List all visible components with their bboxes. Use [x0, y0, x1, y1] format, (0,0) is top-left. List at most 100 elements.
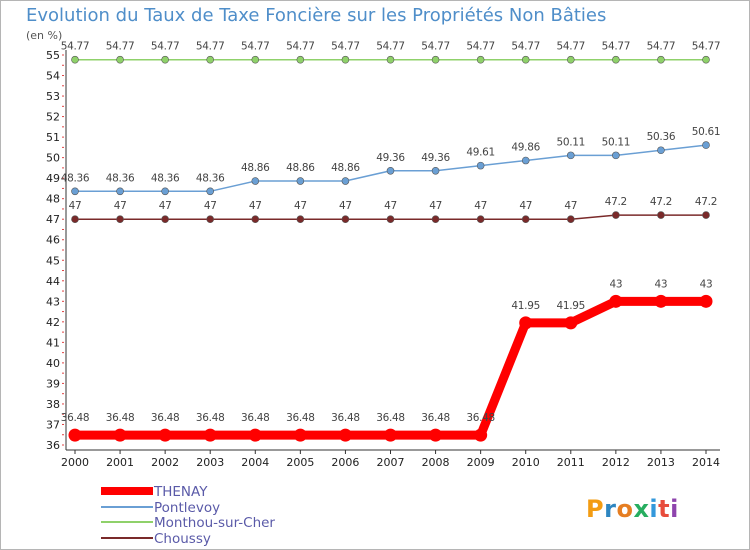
x-tick-label: 2004 [241, 456, 269, 469]
data-label: 47 [474, 200, 487, 212]
data-label: 48.36 [106, 172, 135, 184]
data-labels: 54.77 54.77 54.77 54.77 54.77 54.77 54.77 54.77… [61, 41, 721, 424]
data-point [431, 215, 440, 224]
data-label: 47 [114, 200, 127, 212]
data-point [203, 428, 217, 442]
data-label: 36.48 [151, 412, 180, 424]
data-point [386, 55, 395, 64]
y-tick-label: 55 [46, 49, 60, 62]
data-label: 43 [700, 278, 713, 290]
data-label: 54.77 [61, 41, 90, 53]
data-point [341, 215, 350, 224]
data-point [612, 55, 620, 64]
data-point [116, 187, 124, 196]
data-label: 54.77 [647, 41, 676, 53]
data-point [386, 166, 395, 175]
data-label: 50.11 [557, 136, 586, 148]
x-tick-label: 2008 [422, 456, 450, 469]
data-point [251, 215, 260, 224]
data-point [476, 161, 485, 170]
data-label: 54.77 [286, 41, 315, 53]
y-tick-label: 40 [46, 357, 60, 370]
data-point [206, 215, 215, 224]
y-tick-label: 47 [46, 213, 60, 226]
data-label: 36.48 [421, 412, 450, 424]
data-point [161, 215, 169, 224]
data-label: 54.77 [331, 41, 360, 53]
y-tick-label: 44 [46, 275, 60, 288]
data-point [296, 55, 305, 64]
y-tick-label: 48 [46, 193, 60, 206]
data-point [251, 177, 260, 185]
data-point [113, 428, 127, 442]
legend-entry: Pontlevoy [154, 500, 220, 516]
data-point [609, 294, 623, 308]
data-point [431, 55, 440, 64]
svg-text:Proxiti: Proxiti [586, 495, 679, 523]
y-tick-label: 45 [46, 254, 60, 267]
data-label: 54.77 [511, 41, 540, 53]
data-point [702, 141, 710, 149]
x-tick-label: 2002 [151, 456, 179, 469]
data-label: 49.36 [421, 152, 450, 164]
legend-entry: Monthou-sur-Cher [154, 515, 275, 531]
y-tick-label: 52 [46, 111, 60, 124]
data-label: 48.86 [241, 162, 270, 174]
x-tick-label: 2010 [512, 456, 540, 469]
chart-title: Evolution du Taux de Taxe Foncière sur l… [26, 5, 606, 26]
x-tick-label: 2001 [106, 456, 134, 469]
data-label: 47 [519, 200, 532, 212]
data-label: 47.2 [650, 196, 672, 208]
data-label: 50.36 [647, 131, 676, 143]
data-label: 54.77 [151, 41, 180, 53]
data-point [158, 428, 172, 442]
data-point [702, 55, 710, 64]
data-label: 54.77 [466, 41, 495, 53]
y-tick-label: 53 [46, 90, 60, 103]
data-label: 50.61 [692, 126, 721, 138]
data-label: 47 [69, 200, 82, 212]
data-label: 36.48 [331, 412, 360, 424]
data-point [293, 428, 307, 442]
data-label: 54.77 [421, 41, 450, 53]
data-label: 41.95 [557, 300, 586, 312]
data-point [566, 151, 575, 160]
data-point [338, 428, 352, 442]
data-point [341, 55, 350, 64]
y-axis-label: (en %) [26, 29, 62, 42]
data-point [384, 428, 397, 442]
y-tick-label: 49 [46, 172, 60, 185]
y-tick-label: 38 [46, 398, 60, 411]
data-label: 47 [294, 200, 307, 212]
data-label: 36.48 [241, 412, 270, 424]
x-tick-label: 2011 [557, 456, 585, 469]
y-tick-labels: 36 37 38 39 40 41 42 43 44 45 46 47 48 49 50 51 52 53 54 55 [46, 49, 60, 452]
x-tick-label: 2006 [331, 456, 359, 469]
y-tick-label: 41 [46, 336, 60, 349]
data-label: 54.77 [241, 41, 270, 53]
x-tick-label: 2014 [692, 456, 720, 469]
data-label: 54.77 [692, 41, 721, 53]
x-tick-labels: 2000 2001 2002 2003 2004 2005 2006 2007 2008 2009… [61, 450, 720, 469]
y-tick-label: 54 [46, 70, 60, 83]
data-point [161, 55, 169, 64]
data-point [116, 55, 124, 64]
data-label: 43 [655, 278, 668, 290]
data-point [657, 55, 665, 64]
data-point [71, 187, 79, 196]
data-point [429, 428, 443, 442]
data-point [654, 294, 668, 308]
data-label: 48.36 [196, 172, 225, 184]
proxiti-logo: Proxiti [586, 495, 679, 523]
data-point [386, 215, 395, 224]
axes [62, 50, 720, 451]
data-point [566, 215, 575, 224]
data-point [657, 146, 665, 155]
y-tick-label: 43 [46, 295, 60, 308]
data-label: 48.36 [151, 172, 180, 184]
y-tick-label: 37 [46, 418, 60, 431]
y-tick-label: 36 [46, 439, 60, 452]
data-point [476, 215, 485, 224]
